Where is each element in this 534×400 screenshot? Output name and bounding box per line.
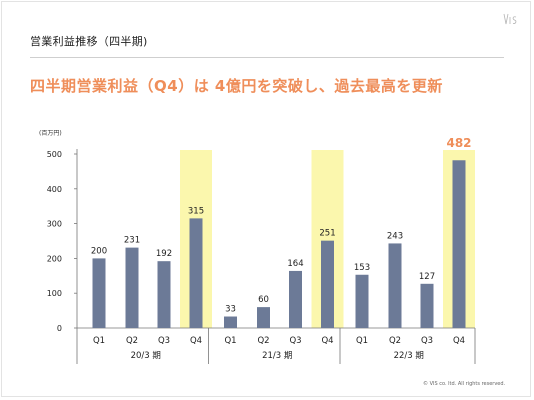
value-label: 192 bbox=[156, 249, 172, 259]
group-label: 22/3 期 bbox=[394, 351, 424, 361]
page-title: 営業利益推移（四半期) bbox=[30, 35, 148, 48]
value-label: 33 bbox=[225, 305, 236, 315]
category-label: Q3 bbox=[421, 336, 433, 346]
value-label: 315 bbox=[188, 206, 204, 216]
category-label: Q2 bbox=[126, 336, 138, 346]
group-label: 20/3 期 bbox=[131, 351, 161, 361]
category-label: Q2 bbox=[257, 336, 269, 346]
bar bbox=[289, 270, 302, 328]
bar bbox=[420, 283, 434, 328]
value-label: 231 bbox=[124, 236, 140, 246]
value-label-highlight: 482 bbox=[446, 136, 471, 150]
bar bbox=[125, 247, 139, 328]
category-label: Q4 bbox=[190, 336, 202, 346]
y-tick-label: 500 bbox=[47, 150, 62, 159]
y-axis-unit: (百万円) bbox=[39, 130, 62, 137]
value-label: 164 bbox=[287, 259, 303, 269]
value-label: 200 bbox=[91, 246, 107, 256]
bar bbox=[388, 243, 402, 328]
value-label: 127 bbox=[419, 272, 435, 282]
bar bbox=[321, 240, 334, 328]
bar bbox=[92, 258, 106, 328]
title-divider bbox=[30, 57, 504, 58]
bar bbox=[224, 316, 237, 328]
category-label: Q1 bbox=[356, 336, 368, 346]
bar bbox=[157, 261, 171, 328]
y-tick-label: 200 bbox=[47, 254, 62, 263]
y-tick-label: 400 bbox=[47, 185, 62, 194]
y-tick-label: 0 bbox=[57, 324, 62, 333]
value-label: 153 bbox=[354, 263, 370, 273]
bar bbox=[452, 160, 466, 328]
group-label: 21/3 期 bbox=[262, 351, 292, 361]
category-label: Q1 bbox=[224, 336, 236, 346]
y-tick-label: 100 bbox=[47, 289, 62, 298]
category-label: Q2 bbox=[389, 336, 401, 346]
headline: 四半期営業利益（Q4）は 4億円を突破し、過去最高を更新 bbox=[30, 77, 443, 95]
bar bbox=[189, 218, 203, 328]
category-label: Q3 bbox=[289, 336, 301, 346]
bar bbox=[355, 274, 369, 328]
category-label: Q4 bbox=[453, 336, 465, 346]
value-label: 60 bbox=[258, 295, 269, 305]
copyright-footer: © VIS co. ltd. All rights reserved. bbox=[423, 381, 506, 387]
y-tick-label: 300 bbox=[47, 220, 62, 229]
category-label: Q1 bbox=[93, 336, 105, 346]
value-label: 243 bbox=[387, 231, 403, 241]
value-label: 251 bbox=[319, 229, 335, 239]
category-label: Q4 bbox=[321, 336, 333, 346]
bar bbox=[257, 307, 270, 328]
category-label: Q3 bbox=[158, 336, 170, 346]
vis-logo-icon bbox=[503, 13, 517, 25]
